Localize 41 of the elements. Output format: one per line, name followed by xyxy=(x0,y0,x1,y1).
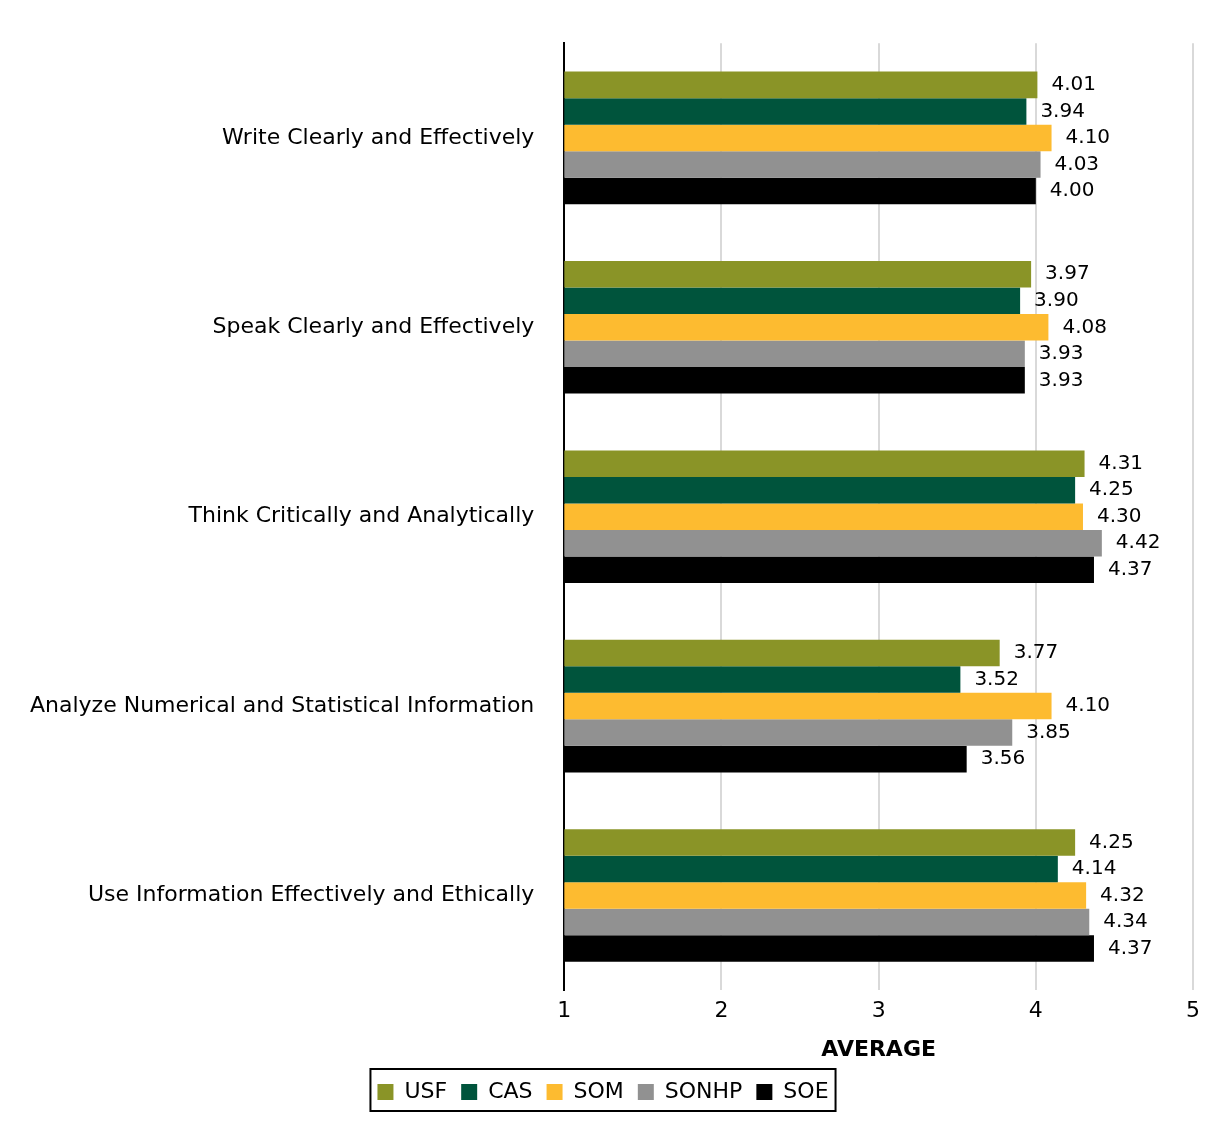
data-label: 3.52 xyxy=(974,665,1019,690)
data-label: 4.37 xyxy=(1107,934,1153,959)
data-label: 3.90 xyxy=(1034,286,1079,311)
data-label: 4.01 xyxy=(1051,71,1096,96)
data-label: 4.25 xyxy=(1089,828,1134,853)
data-label: 4.31 xyxy=(1098,449,1144,474)
data-label: 3.85 xyxy=(1026,718,1071,743)
legend-label: SOM xyxy=(573,1077,624,1103)
y-tick-label: Use Information Effectively and Ethically xyxy=(87,881,535,907)
legend-label: USF xyxy=(404,1077,448,1103)
legend-label: SONHP xyxy=(664,1077,743,1103)
data-label: 4.03 xyxy=(1054,150,1100,175)
data-label: 3.93 xyxy=(1038,340,1084,365)
data-label: 3.93 xyxy=(1038,366,1084,391)
y-tick-label: Write Clearly and Effectively xyxy=(222,123,535,149)
legend-label: CAS xyxy=(488,1077,533,1103)
x-tick-label: 1 xyxy=(557,997,572,1023)
legend-label: SOE xyxy=(783,1077,829,1103)
data-label: 4.30 xyxy=(1096,502,1142,527)
data-label: 3.94 xyxy=(1040,97,1085,122)
y-tick-label: Analyze Numerical and Statistical Information xyxy=(29,691,535,717)
data-label: 4.34 xyxy=(1103,908,1148,933)
x-tick-label: 5 xyxy=(1186,997,1200,1023)
x-tick-label: 4 xyxy=(1028,997,1043,1023)
data-label: 4.42 xyxy=(1115,529,1161,554)
x-tick-label: 2 xyxy=(714,997,729,1023)
data-label: 3.97 xyxy=(1045,260,1090,285)
data-label: 4.14 xyxy=(1071,855,1117,880)
y-tick-label: Think Critically and Analytically xyxy=(187,502,535,528)
y-tick-label: Speak Clearly and Effectively xyxy=(212,313,535,339)
x-tick-label: 3 xyxy=(871,997,886,1023)
data-label: 3.77 xyxy=(1013,639,1059,664)
data-label: 4.08 xyxy=(1062,313,1107,338)
x-axis-title: AVERAGE xyxy=(821,1035,936,1061)
data-label: 4.00 xyxy=(1049,177,1095,202)
data-label: 3.56 xyxy=(980,745,1026,770)
data-label: 4.32 xyxy=(1100,881,1145,906)
data-label: 4.10 xyxy=(1065,692,1111,717)
data-label: 4.37 xyxy=(1107,555,1153,580)
data-label: 4.10 xyxy=(1065,124,1111,149)
data-label: 4.25 xyxy=(1089,476,1134,501)
